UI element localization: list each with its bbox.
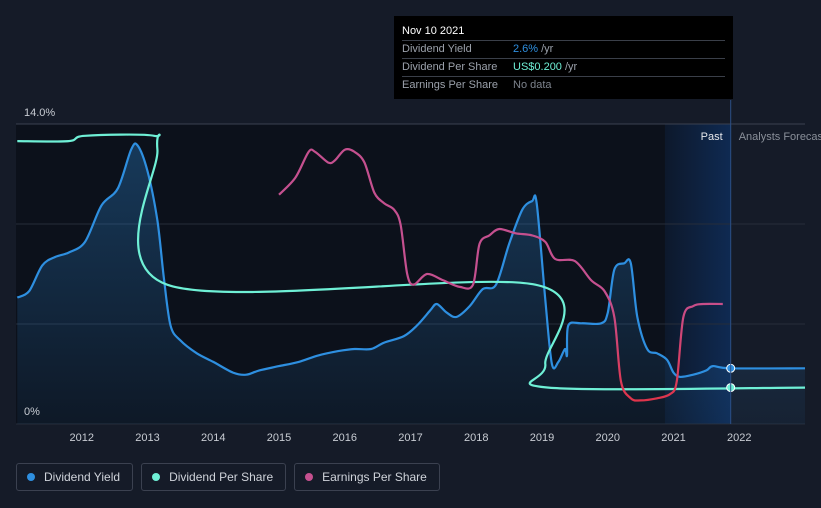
series-line-dividend-per-share — [17, 133, 806, 391]
legend-dot-icon — [152, 473, 161, 481]
legend-item-earnings-per-share[interactable]: Earnings Per Share — [294, 463, 440, 491]
legend-label: Dividend Yield — [44, 470, 121, 484]
axis-ticks: 2012 2013 2014 2015 2016 2017 2018 2019 2020 2021… — [24, 107, 751, 444]
tooltip-row-name: Earnings Per Share — [402, 79, 498, 91]
tooltip-row-name: Dividend Yield — [402, 43, 472, 55]
x-tick-label: 2019 — [530, 432, 554, 444]
tooltip-row-unit: /yr — [541, 43, 554, 55]
series-area-dividend-yield — [17, 143, 806, 424]
series-areas — [17, 143, 806, 424]
legend-dot-icon — [27, 473, 35, 481]
tooltip: Nov 10 2021 Dividend Yield 2.6% /yr Divi… — [394, 16, 733, 99]
tooltip-row-earnings-per-share: Earnings Per Share No data — [402, 76, 725, 94]
legend-label: Earnings Per Share — [322, 470, 427, 484]
x-tick-label: 2012 — [70, 432, 94, 444]
tooltip-row-name: Dividend Per Share — [402, 61, 498, 73]
series-lines — [16, 133, 806, 402]
series-line-dividend-yield — [16, 142, 806, 379]
x-tick-label: 2015 — [267, 432, 291, 444]
x-tick-label: 2014 — [201, 432, 225, 444]
x-tick-label: 2017 — [398, 432, 422, 444]
x-tick-label: 2022 — [727, 432, 751, 444]
legend-item-dividend-yield[interactable]: Dividend Yield — [16, 463, 134, 491]
tooltip-date: Nov 10 2021 — [402, 25, 465, 37]
y-tick-label: 14.0% — [24, 107, 55, 119]
y-tick-label: 0% — [24, 406, 40, 418]
tooltip-row-value: 2.6% — [513, 43, 539, 55]
x-tick-label: 2016 — [333, 432, 357, 444]
tooltip-row-dividend-yield: Dividend Yield 2.6% /yr — [402, 40, 725, 58]
legend: Dividend Yield Dividend Per Share Earnin… — [16, 463, 440, 491]
tooltip-row-dividend-per-share: Dividend Per Share US$0.200 /yr — [402, 58, 725, 76]
x-tick-label: 2021 — [661, 432, 685, 444]
forecast-label: Analysts Forecasts — [739, 131, 821, 143]
tooltip-row-value: US$0.200 — [513, 61, 562, 73]
legend-label: Dividend Per Share — [169, 470, 274, 484]
past-label: Past — [701, 131, 723, 143]
tooltip-row-value: No data — [513, 79, 552, 91]
x-tick-label: 2020 — [596, 432, 620, 444]
series-line-earnings-per-share — [278, 148, 723, 402]
tooltip-row-unit: /yr — [564, 61, 578, 73]
x-tick-label: 2018 — [464, 432, 488, 444]
x-tick-label: 2013 — [135, 432, 159, 444]
legend-item-dividend-per-share[interactable]: Dividend Per Share — [141, 463, 287, 491]
legend-dot-icon — [305, 473, 314, 481]
